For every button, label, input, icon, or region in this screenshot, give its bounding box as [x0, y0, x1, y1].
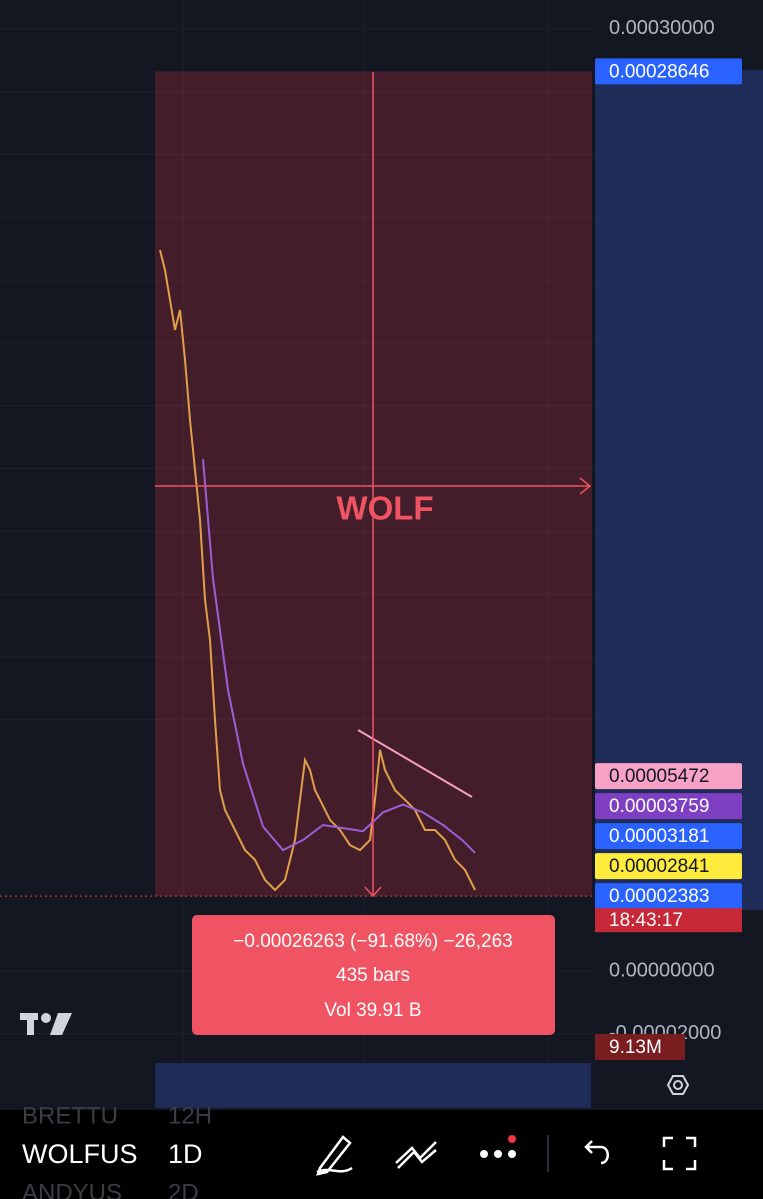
- symbol[interactable]: ANDYUS: [22, 1179, 122, 1199]
- tradingview-logo: [20, 1013, 72, 1035]
- toolbar: [0, 1110, 763, 1199]
- countdown: 18:43:17: [609, 910, 683, 931]
- y-tick-label: 0.00000000: [609, 959, 715, 981]
- price-tag-bg: [595, 793, 742, 820]
- measure-box: [192, 915, 555, 1035]
- interval[interactable]: 1D: [168, 1139, 203, 1169]
- interval[interactable]: 12H: [168, 1102, 212, 1129]
- more-menu[interactable]: [480, 1150, 516, 1158]
- settings-icon[interactable]: [666, 1075, 690, 1095]
- series-line: [159, 249, 476, 892]
- volume-tag: 9.13M: [609, 1037, 662, 1058]
- measure-change: −0.00026263 (−91.68%) −26,263: [233, 931, 512, 952]
- price-tag-bg: [595, 58, 742, 85]
- indicator-tool[interactable]: [395, 1141, 437, 1169]
- undo[interactable]: [584, 1140, 609, 1165]
- price-tag: 0.00002383: [609, 886, 709, 907]
- trend-line: [357, 729, 473, 798]
- symbol[interactable]: BRETTU: [22, 1102, 118, 1129]
- draw-tool[interactable]: [316, 1135, 353, 1176]
- measure-arrow: [364, 886, 382, 898]
- price-tag: 0.00003181: [609, 826, 709, 847]
- price-tag: 0.00003759: [609, 796, 709, 817]
- measure-volume: Vol 39.91 B: [324, 1000, 421, 1021]
- series-line: [202, 459, 476, 854]
- price-tag: 0.00002841: [609, 856, 709, 877]
- price-tag: 0.00028646: [609, 61, 709, 82]
- price-tag-bg: [595, 823, 742, 850]
- volume-tag-bg: [595, 1034, 685, 1060]
- y-tick-label: 0.00030000: [609, 17, 715, 39]
- price-tag-bg: [595, 763, 742, 790]
- annotation: WOLF: [336, 490, 433, 527]
- interval[interactable]: 2D: [168, 1179, 199, 1199]
- price-tag-bg: [595, 853, 742, 880]
- price-tag: 0.00005472: [609, 766, 709, 787]
- x-axis-highlight: [155, 1063, 591, 1108]
- measure-arrow: [579, 477, 592, 495]
- measure-bars: 435 bars: [336, 965, 410, 986]
- settings-icon-center: [673, 1080, 683, 1090]
- countdown-bg: [595, 908, 742, 933]
- price-tag-bg: [595, 883, 742, 910]
- fullscreen[interactable]: [662, 1136, 697, 1171]
- symbol[interactable]: WOLFUS: [22, 1139, 138, 1169]
- notification-dot: [508, 1135, 516, 1143]
